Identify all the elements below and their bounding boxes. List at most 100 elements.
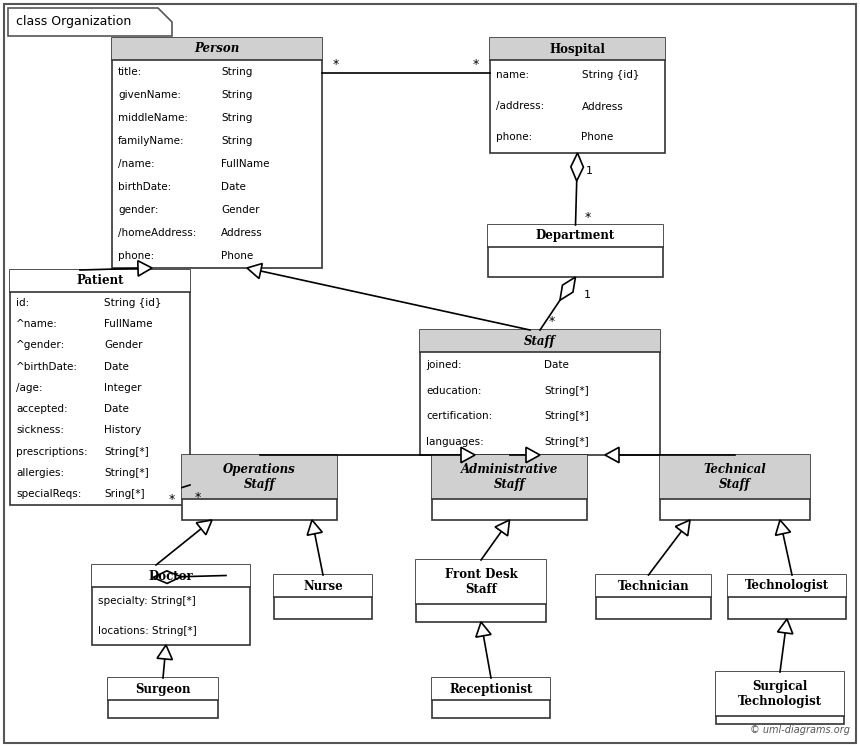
Text: Sring[*]: Sring[*]	[104, 489, 144, 499]
Text: String[*]: String[*]	[544, 412, 589, 421]
Text: ^name:: ^name:	[16, 319, 58, 329]
Bar	[728, 575, 846, 619]
Text: ^gender:: ^gender:	[16, 340, 65, 350]
Polygon shape	[153, 571, 181, 583]
Text: specialty: String[*]: specialty: String[*]	[98, 597, 196, 607]
Text: 1: 1	[584, 290, 591, 300]
Text: FullName: FullName	[221, 159, 269, 169]
Text: Address: Address	[581, 102, 624, 111]
Text: phone:: phone:	[496, 132, 532, 143]
Text: class Organization: class Organization	[16, 16, 132, 28]
Polygon shape	[138, 261, 152, 276]
Text: Operations
Staff: Operations Staff	[223, 463, 296, 491]
Text: String: String	[221, 66, 252, 76]
Text: © uml-diagrams.org: © uml-diagrams.org	[750, 725, 850, 735]
Polygon shape	[495, 520, 509, 536]
Text: specialReqs:: specialReqs:	[16, 489, 82, 499]
Text: FullName: FullName	[104, 319, 152, 329]
Bar	[432, 455, 587, 499]
Text: String[*]: String[*]	[544, 437, 589, 447]
Bar	[488, 225, 663, 247]
Text: String {id}: String {id}	[581, 70, 639, 81]
Polygon shape	[675, 520, 690, 536]
Text: accepted:: accepted:	[16, 404, 68, 414]
Text: *: *	[333, 58, 339, 71]
Text: phone:: phone:	[118, 252, 154, 261]
Text: /age:: /age:	[16, 383, 42, 393]
Text: String: String	[221, 90, 252, 99]
Text: Technologist: Technologist	[745, 580, 829, 592]
Text: Person: Person	[194, 43, 240, 55]
Text: Gender: Gender	[104, 340, 143, 350]
Text: title:: title:	[118, 66, 142, 76]
Text: birthDate:: birthDate:	[118, 182, 171, 192]
Text: String[*]: String[*]	[104, 468, 149, 478]
Text: Gender: Gender	[221, 205, 260, 215]
Bar	[596, 575, 711, 619]
Text: allergies:: allergies:	[16, 468, 64, 478]
Bar	[112, 38, 322, 268]
Bar	[108, 678, 218, 700]
Text: id:: id:	[16, 297, 29, 308]
Text: *: *	[195, 491, 201, 503]
Polygon shape	[8, 8, 172, 36]
Bar	[432, 678, 550, 700]
Text: String: String	[221, 113, 252, 123]
Polygon shape	[571, 153, 583, 181]
Text: Front Desk
Staff: Front Desk Staff	[445, 568, 518, 596]
Polygon shape	[560, 277, 575, 300]
Polygon shape	[157, 645, 172, 660]
Text: Date: Date	[104, 362, 129, 371]
Bar	[728, 575, 846, 597]
Bar	[596, 575, 711, 597]
Text: Administrative
Staff: Administrative Staff	[461, 463, 558, 491]
Text: familyName:: familyName:	[118, 136, 185, 146]
Text: middleName:: middleName:	[118, 113, 188, 123]
Text: History: History	[104, 426, 141, 436]
Bar	[488, 225, 663, 277]
Bar	[432, 678, 550, 718]
Text: languages:: languages:	[426, 437, 483, 447]
Bar	[420, 330, 660, 352]
Text: Department: Department	[536, 229, 615, 243]
Text: Phone: Phone	[221, 252, 253, 261]
Polygon shape	[307, 520, 322, 536]
Text: ^birthDate:: ^birthDate:	[16, 362, 78, 371]
Bar	[274, 575, 372, 597]
Text: Staff: Staff	[525, 335, 556, 347]
Bar	[182, 455, 337, 520]
Text: Patient: Patient	[77, 274, 124, 288]
Bar	[92, 565, 250, 587]
Text: Address: Address	[221, 229, 263, 238]
Text: Doctor: Doctor	[149, 569, 194, 583]
Polygon shape	[777, 619, 793, 634]
Polygon shape	[247, 264, 262, 279]
Bar	[716, 672, 844, 716]
Text: String[*]: String[*]	[104, 447, 149, 456]
Bar	[10, 270, 190, 292]
Polygon shape	[776, 520, 790, 536]
Text: prescriptions:: prescriptions:	[16, 447, 88, 456]
Text: Date: Date	[221, 182, 246, 192]
Text: *: *	[549, 315, 555, 329]
Text: Integer: Integer	[104, 383, 142, 393]
Text: joined:: joined:	[426, 360, 462, 370]
Text: *: *	[169, 493, 175, 506]
Polygon shape	[526, 447, 540, 462]
Bar	[490, 38, 665, 153]
Text: certification:: certification:	[426, 412, 492, 421]
Bar	[416, 560, 546, 604]
Text: sickness:: sickness:	[16, 426, 64, 436]
Text: /address:: /address:	[496, 102, 544, 111]
Bar	[716, 672, 844, 724]
Polygon shape	[605, 447, 619, 462]
Bar	[112, 38, 322, 60]
Text: locations: String[*]: locations: String[*]	[98, 625, 197, 636]
Bar	[660, 455, 810, 520]
Text: givenName:: givenName:	[118, 90, 181, 99]
Bar	[274, 575, 372, 619]
Text: Surgeon: Surgeon	[135, 683, 191, 695]
Text: Technical
Staff: Technical Staff	[703, 463, 766, 491]
Text: Surgical
Technologist: Surgical Technologist	[738, 680, 822, 708]
Text: String[*]: String[*]	[544, 385, 589, 396]
